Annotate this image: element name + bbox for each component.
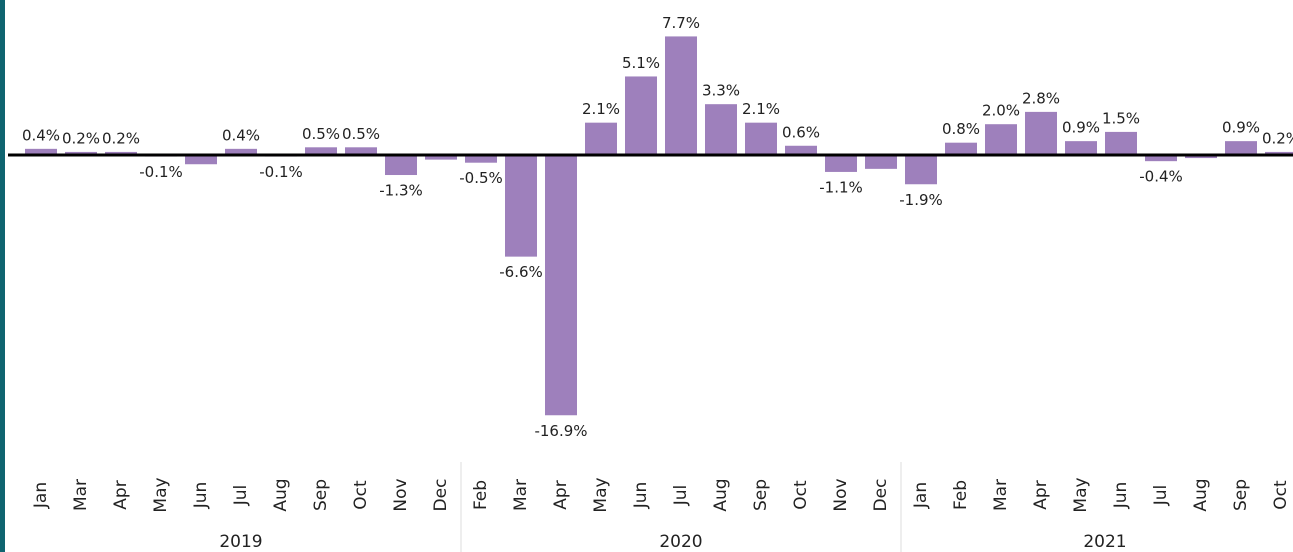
data-label: 1.5% [1102,109,1140,127]
data-label: 0.2% [62,129,100,147]
x-tick-label: Oct [791,480,811,510]
x-tick-label: Feb [951,480,971,510]
x-tick-label: Mar [511,479,531,511]
x-tick-label: Jul [231,485,251,507]
data-label: 2.1% [742,100,780,118]
data-label: -0.4% [1139,168,1183,186]
bar [1185,155,1217,159]
x-tick-label: Dec [431,479,451,512]
x-tick-label: May [591,477,611,512]
bar [705,104,737,155]
data-label: -0.5% [459,169,503,187]
x-tick-label: Jun [631,482,651,510]
x-tick-label: Jul [1151,485,1171,507]
bar [25,148,57,155]
bar [385,155,417,176]
data-label: -1.3% [379,182,423,200]
x-tick-label: Feb [471,480,491,510]
bar [105,151,137,155]
x-tick-label: Dec [871,479,891,512]
bar [1105,131,1137,155]
data-label: 7.7% [662,14,700,32]
bar [185,155,217,165]
data-label: 0.5% [302,125,340,143]
bar [1025,111,1057,155]
bar [1145,155,1177,162]
bar [1265,151,1293,155]
group-label: 2020 [659,532,702,552]
x-tick-label: Aug [271,478,291,511]
data-label: 0.4% [22,126,60,144]
data-label: 3.3% [702,82,740,100]
data-label: -0.1% [259,163,303,181]
bar [745,122,777,155]
x-tick-label: Jan [911,482,931,509]
data-label: 0.4% [222,126,260,144]
x-tick-label: Mar [991,479,1011,511]
x-tick-label: Jul [671,485,691,507]
data-label: -0.1% [139,163,183,181]
x-tick-label: May [1071,477,1091,512]
data-label: -1.1% [819,178,863,196]
x-tick-label: Apr [111,480,131,509]
data-label: 5.1% [622,54,660,72]
data-label: 0.8% [942,120,980,138]
bar [425,155,457,160]
x-tick-label: May [151,477,171,512]
data-label: 0.2% [1262,129,1293,147]
bar [65,151,97,155]
bar [1065,141,1097,155]
data-label: -16.9% [534,422,587,440]
x-tick-label: Apr [551,480,571,509]
data-label: 2.1% [582,100,620,118]
side-bar [0,0,5,552]
data-label: 2.0% [982,102,1020,120]
x-tick-label: Sep [1231,479,1251,511]
bar [785,145,817,155]
x-tick-label: Aug [1191,478,1211,511]
bar [945,142,977,155]
group-label: 2021 [1083,532,1126,552]
x-tick-label: Jun [191,482,211,510]
data-label: 0.6% [782,123,820,141]
group-label: 2019 [219,532,262,552]
x-tick-label: Apr [1031,480,1051,509]
bar [585,122,617,155]
bar [305,147,337,155]
x-tick-label: Mar [71,479,91,511]
bar [825,155,857,172]
x-tick-label: Jan [31,482,51,509]
bar [905,155,937,185]
data-label: 0.9% [1222,119,1260,137]
x-tick-label: Nov [391,478,411,511]
bar [545,155,577,416]
data-label: 0.9% [1062,119,1100,137]
x-tick-label: Jun [1111,482,1131,510]
data-label: -1.9% [899,191,943,209]
x-tick-label: Nov [831,478,851,511]
x-tick-label: Sep [311,479,331,511]
bar [1225,141,1257,155]
bar [625,76,657,155]
x-tick-label: Oct [1271,480,1291,510]
data-label: 2.8% [1022,89,1060,107]
data-label: -6.6% [499,263,543,281]
data-label: 0.2% [102,129,140,147]
bar [865,155,897,169]
bar [345,147,377,155]
bar [225,148,257,155]
bar [465,155,497,163]
x-tick-label: Oct [351,480,371,510]
bar [985,124,1017,155]
bar [665,36,697,155]
x-tick-label: Aug [711,478,731,511]
data-label: 0.5% [342,125,380,143]
x-tick-label: Sep [751,479,771,511]
bar [505,155,537,257]
